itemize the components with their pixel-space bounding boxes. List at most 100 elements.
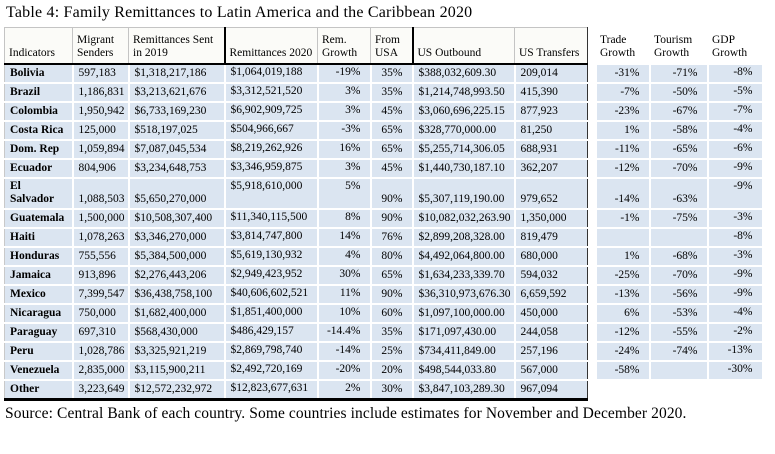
table-row: Colombia 1,950,942 $6,733,169,230 $6,902,90… — [4, 100, 764, 122]
table-body: Bolivia 597,183 $1,318,217,186 $1,064,019,1… — [4, 62, 764, 401]
cell-us_transfers: 362,207 — [513, 157, 588, 179]
col-header-gdp_growth: GDP Growth — [707, 27, 763, 64]
column-gap — [587, 63, 596, 83]
cell-rem_2020: $2,949,423,952 — [223, 265, 319, 287]
cell-rem_growth: 4% — [316, 246, 372, 268]
cell-us_transfers: 688,931 — [513, 138, 588, 160]
cell-migrant_senders: 697,310 — [71, 322, 130, 344]
cell-migrant_senders: 3,223,649 — [71, 379, 130, 401]
cell-rem_2020: $8,219,262,926 — [223, 138, 319, 160]
cell-rem_2019: $5,650,270,000 — [127, 176, 226, 211]
cell-gdp_growth: -13% — [706, 341, 764, 363]
column-gap — [587, 228, 596, 248]
cell-rem_growth: 3% — [316, 81, 372, 103]
cell-trade_growth: -1% — [594, 208, 651, 230]
cell-us_transfers: 877,923 — [513, 100, 588, 122]
cell-gdp_growth: -5% — [706, 81, 764, 103]
cell-rem_2019: $518,197,025 — [127, 119, 226, 141]
cell-rem_2020: $3,312,521,520 — [223, 81, 319, 103]
cell-rem_growth: 14% — [316, 227, 372, 249]
column-gap — [587, 139, 596, 159]
cell-migrant_senders: 750,000 — [71, 303, 130, 325]
column-gap — [587, 27, 596, 64]
column-gap — [587, 247, 596, 267]
column-gap — [587, 361, 596, 381]
col-header-migrant_senders: Migrant Senders — [72, 27, 129, 65]
cell-indicator: Honduras — [4, 246, 74, 268]
cell-rem_growth: 3% — [316, 157, 372, 179]
cell-from_usa: 45% — [369, 157, 414, 179]
cell-indicator: Dom. Rep — [4, 138, 74, 160]
cell-indicator: Ecuador — [4, 157, 74, 179]
cell-trade_growth: -25% — [594, 265, 651, 287]
cell-rem_2019: $36,438,758,100 — [127, 284, 226, 306]
cell-from_usa: 35% — [369, 62, 414, 84]
cell-from_usa: 76% — [369, 227, 414, 249]
cell-rem_2019: $3,346,270,000 — [127, 227, 226, 249]
cell-us_transfers: 6,659,592 — [513, 284, 588, 306]
cell-rem_2020: $5,918,610,000 — [223, 176, 319, 211]
cell-rem_growth: 16% — [316, 138, 372, 160]
cell-us_transfers: 819,479 — [513, 227, 588, 249]
col-header-tourism_growth: Tourism Growth — [649, 27, 708, 64]
cell-migrant_senders: 7,399,547 — [71, 284, 130, 306]
cell-trade_growth — [594, 227, 651, 249]
cell-tourism_growth: -53% — [648, 303, 709, 325]
cell-trade_growth: 1% — [594, 246, 651, 268]
cell-tourism_growth — [648, 227, 709, 249]
cell-indicator: El Salvador — [4, 176, 74, 211]
cell-tourism_growth — [648, 379, 709, 401]
table-row: Venezuela 2,835,000 $3,115,900,211 $2,492,7… — [4, 360, 764, 382]
column-gap — [587, 323, 596, 343]
cell-tourism_growth: -63% — [648, 176, 709, 211]
cell-rem_growth: -3% — [316, 119, 372, 141]
col-header-rem_2019: Remittances Sent in 2019 — [128, 27, 225, 65]
cell-from_usa: 90% — [369, 208, 414, 230]
remittances-table: Indicators Migrant Senders Remittances Sen… — [4, 27, 764, 401]
cell-trade_growth: -14% — [594, 176, 651, 211]
cell-us_outbound: $171,097,430.00 — [411, 322, 516, 344]
source-note: Source: Central Bank of each country. So… — [5, 404, 687, 422]
cell-gdp_growth: -3% — [706, 208, 764, 230]
cell-rem_2019: $1,318,217,186 — [127, 62, 226, 84]
cell-us_outbound: $328,770,000.00 — [411, 119, 516, 141]
column-gap — [587, 158, 596, 178]
cell-rem_2020: $3,814,747,800 — [223, 227, 319, 249]
table-row: Nicaragua 750,000 $1,682,400,000 $1,851,400… — [4, 303, 764, 325]
table-row: Brazil 1,186,831 $3,213,621,676 $3,312,521,… — [4, 81, 764, 103]
cell-us_transfers: 967,094 — [513, 379, 588, 401]
cell-gdp_growth: -4% — [706, 119, 764, 141]
cell-gdp_growth: -4% — [706, 303, 764, 325]
cell-gdp_growth: -9% — [706, 265, 764, 287]
table-row: Costa Rica 125,000 $518,197,025 $504,966,66… — [4, 119, 764, 141]
column-gap — [587, 342, 596, 362]
cell-rem_2020: $11,340,115,500 — [223, 208, 319, 230]
cell-us_outbound: $3,060,696,225.15 — [411, 100, 516, 122]
cell-us_outbound: $2,899,208,328.00 — [411, 227, 516, 249]
cell-from_usa: 80% — [369, 246, 414, 268]
cell-trade_growth: -13% — [594, 284, 651, 306]
cell-us_transfers: 680,000 — [513, 246, 588, 268]
cell-rem_growth: 2% — [316, 379, 372, 401]
cell-gdp_growth: -9% — [706, 176, 764, 211]
cell-tourism_growth: -70% — [648, 157, 709, 179]
column-gap — [587, 101, 596, 121]
cell-us_transfers: 257,196 — [513, 341, 588, 363]
cell-indicator: Paraguay — [4, 322, 74, 344]
cell-migrant_senders: 597,183 — [71, 62, 130, 84]
cell-us_transfers: 81,250 — [513, 119, 588, 141]
cell-gdp_growth: -3% — [706, 246, 764, 268]
header-row: Indicators Migrant Senders Remittances Sen… — [4, 27, 763, 65]
cell-from_usa: 60% — [369, 303, 414, 325]
cell-indicator: Mexico — [4, 284, 74, 306]
cell-tourism_growth: -74% — [648, 341, 709, 363]
column-gap — [587, 177, 596, 210]
col-header-rem_growth: Rem. Growth — [317, 27, 371, 65]
cell-gdp_growth: -2% — [706, 322, 764, 344]
cell-migrant_senders: 2,835,000 — [71, 360, 130, 382]
cell-rem_2020: $12,823,677,631 — [223, 379, 319, 401]
cell-migrant_senders: 1,078,263 — [71, 227, 130, 249]
cell-trade_growth: 6% — [594, 303, 651, 325]
cell-rem_growth: 5% — [316, 176, 372, 211]
table-row: Paraguay 697,310 $568,430,000 $486,429,157-… — [4, 322, 764, 344]
